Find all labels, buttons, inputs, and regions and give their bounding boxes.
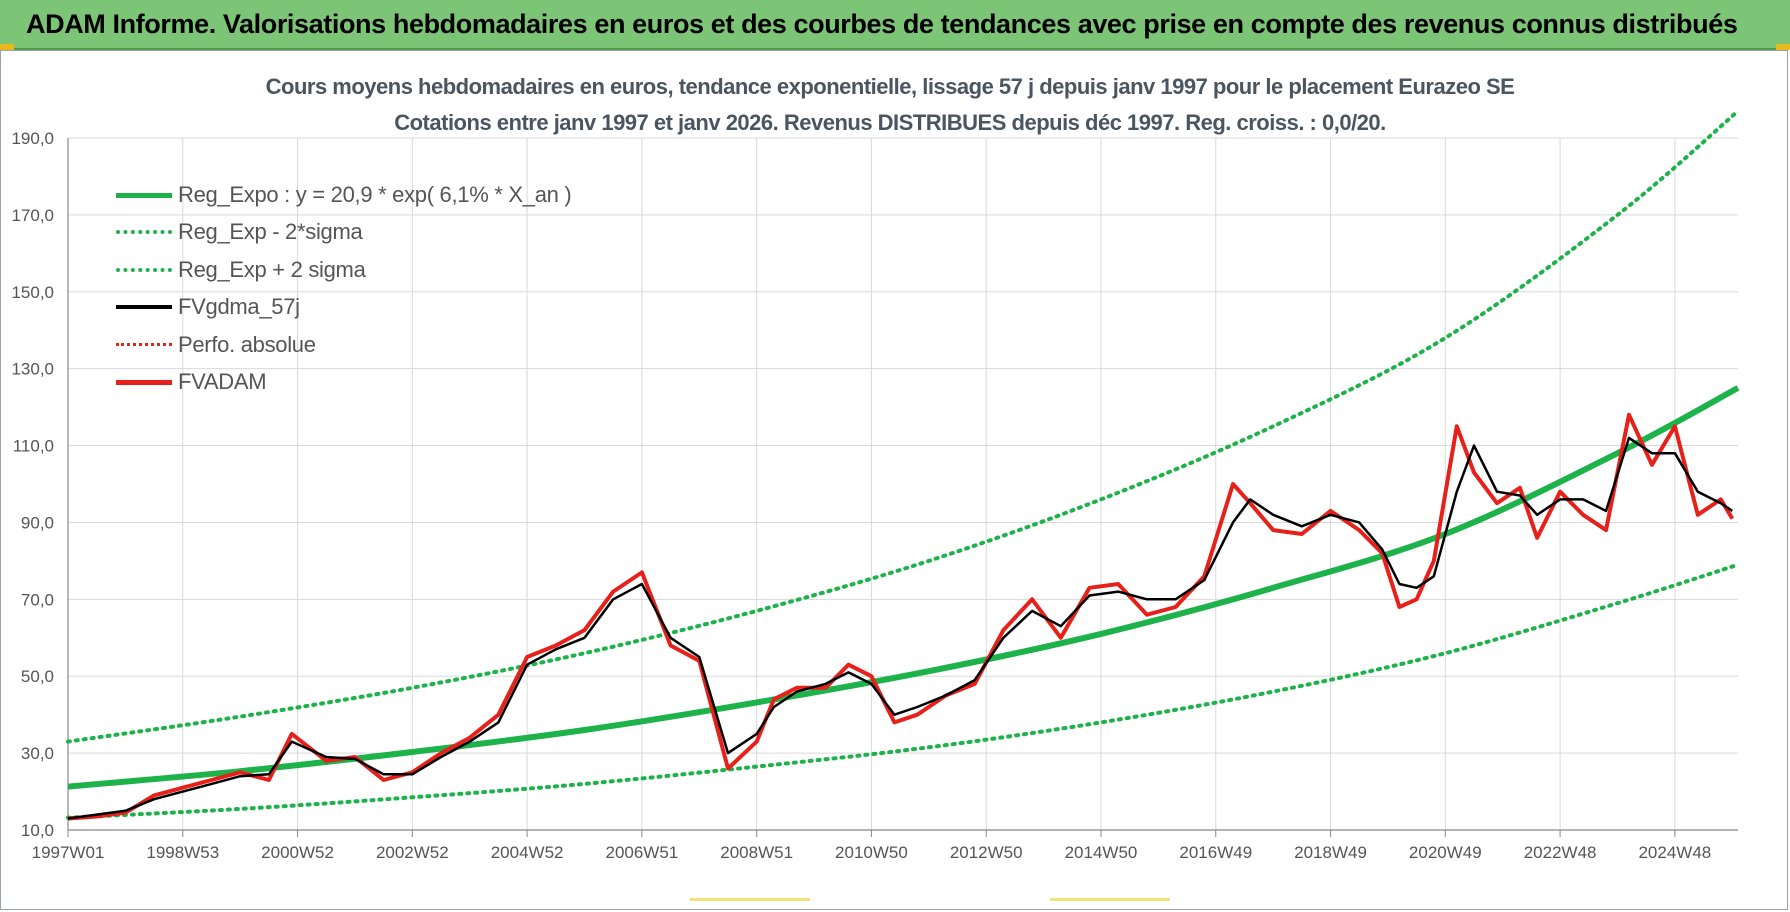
x-tick-label: 2002W52 <box>376 843 449 862</box>
x-tick-label: 1997W01 <box>32 843 105 862</box>
y-tick-label: 130,0 <box>11 360 54 379</box>
legend-label: FVADAM <box>178 369 267 395</box>
y-tick-label: 50,0 <box>21 667 54 686</box>
legend-item-reg-minus: Reg_Exp - 2*sigma <box>116 214 571 252</box>
x-tick-label: 2008W51 <box>720 843 793 862</box>
legend-label: Reg_Exp - 2*sigma <box>178 219 363 245</box>
legend-item-fvadam: FVADAM <box>116 364 571 402</box>
y-tick-label: 190,0 <box>11 129 54 148</box>
page-title: ADAM Informe. Valorisations hebdomadaire… <box>26 9 1738 39</box>
x-tick-label: 2018W49 <box>1294 843 1367 862</box>
yellow-mark <box>1050 898 1170 901</box>
series-reg-exp-plus-2sigma <box>66 109 1740 744</box>
x-tick-label: 2004W52 <box>491 843 564 862</box>
y-tick-label: 110,0 <box>13 437 54 456</box>
legend-item-perfo: Perfo. absolue <box>116 326 571 364</box>
legend-label: FVgdma_57j <box>178 294 300 320</box>
legend-label: Perfo. absolue <box>178 331 316 357</box>
x-tick-label: 2006W51 <box>605 843 678 862</box>
yellow-mark <box>690 898 810 901</box>
legend-label: Reg_Exp + 2 sigma <box>178 256 366 282</box>
y-tick-label: 90,0 <box>21 513 54 532</box>
legend-item-reg-expo: Reg_Expo : y = 20,9 * exp( 6,1% * X_an ) <box>116 176 572 214</box>
chart-legend: Reg_Expo : y = 20,9 * exp( 6,1% * X_an )… <box>116 176 572 402</box>
series-reg-expo <box>67 385 1740 790</box>
x-tick-label: 2010W50 <box>835 843 908 862</box>
y-tick-label: 30,0 <box>21 744 54 763</box>
series-reg-exp-minus-2sigma <box>66 562 1740 820</box>
legend-label: Reg_Expo : y = 20,9 * exp( 6,1% * X_an ) <box>178 181 572 207</box>
y-tick-label: 170,0 <box>11 206 54 225</box>
series-fvadam <box>67 412 1735 821</box>
chart-title: Cours moyens hebdomadaires en euros, ten… <box>265 74 1515 99</box>
chart-frame <box>0 50 1788 910</box>
series-fvgdma-57j <box>67 436 1733 820</box>
x-tick-label: 2012W50 <box>950 843 1023 862</box>
y-tick-label: 150,0 <box>11 283 54 302</box>
x-tick-label: 2000W52 <box>261 843 334 862</box>
x-tick-label: 2016W49 <box>1179 843 1252 862</box>
x-tick-label: 2014W50 <box>1065 843 1138 862</box>
corner-mark <box>0 44 14 50</box>
y-tick-label: 10,0 <box>21 821 54 840</box>
x-tick-label: 2022W48 <box>1524 843 1597 862</box>
legend-item-reg-plus: Reg_Exp + 2 sigma <box>116 251 571 289</box>
legend-item-fvgdma: FVgdma_57j <box>116 289 571 327</box>
x-tick-label: 2020W49 <box>1409 843 1482 862</box>
header-banner: ADAM Informe. Valorisations hebdomadaire… <box>0 0 1790 50</box>
chart-subtitle: Cotations entre janv 1997 et janv 2026. … <box>394 110 1386 135</box>
x-tick-label: 2024W48 <box>1638 843 1711 862</box>
corner-mark <box>1776 44 1790 50</box>
y-tick-label: 70,0 <box>21 590 54 609</box>
x-tick-label: 1998W53 <box>146 843 219 862</box>
